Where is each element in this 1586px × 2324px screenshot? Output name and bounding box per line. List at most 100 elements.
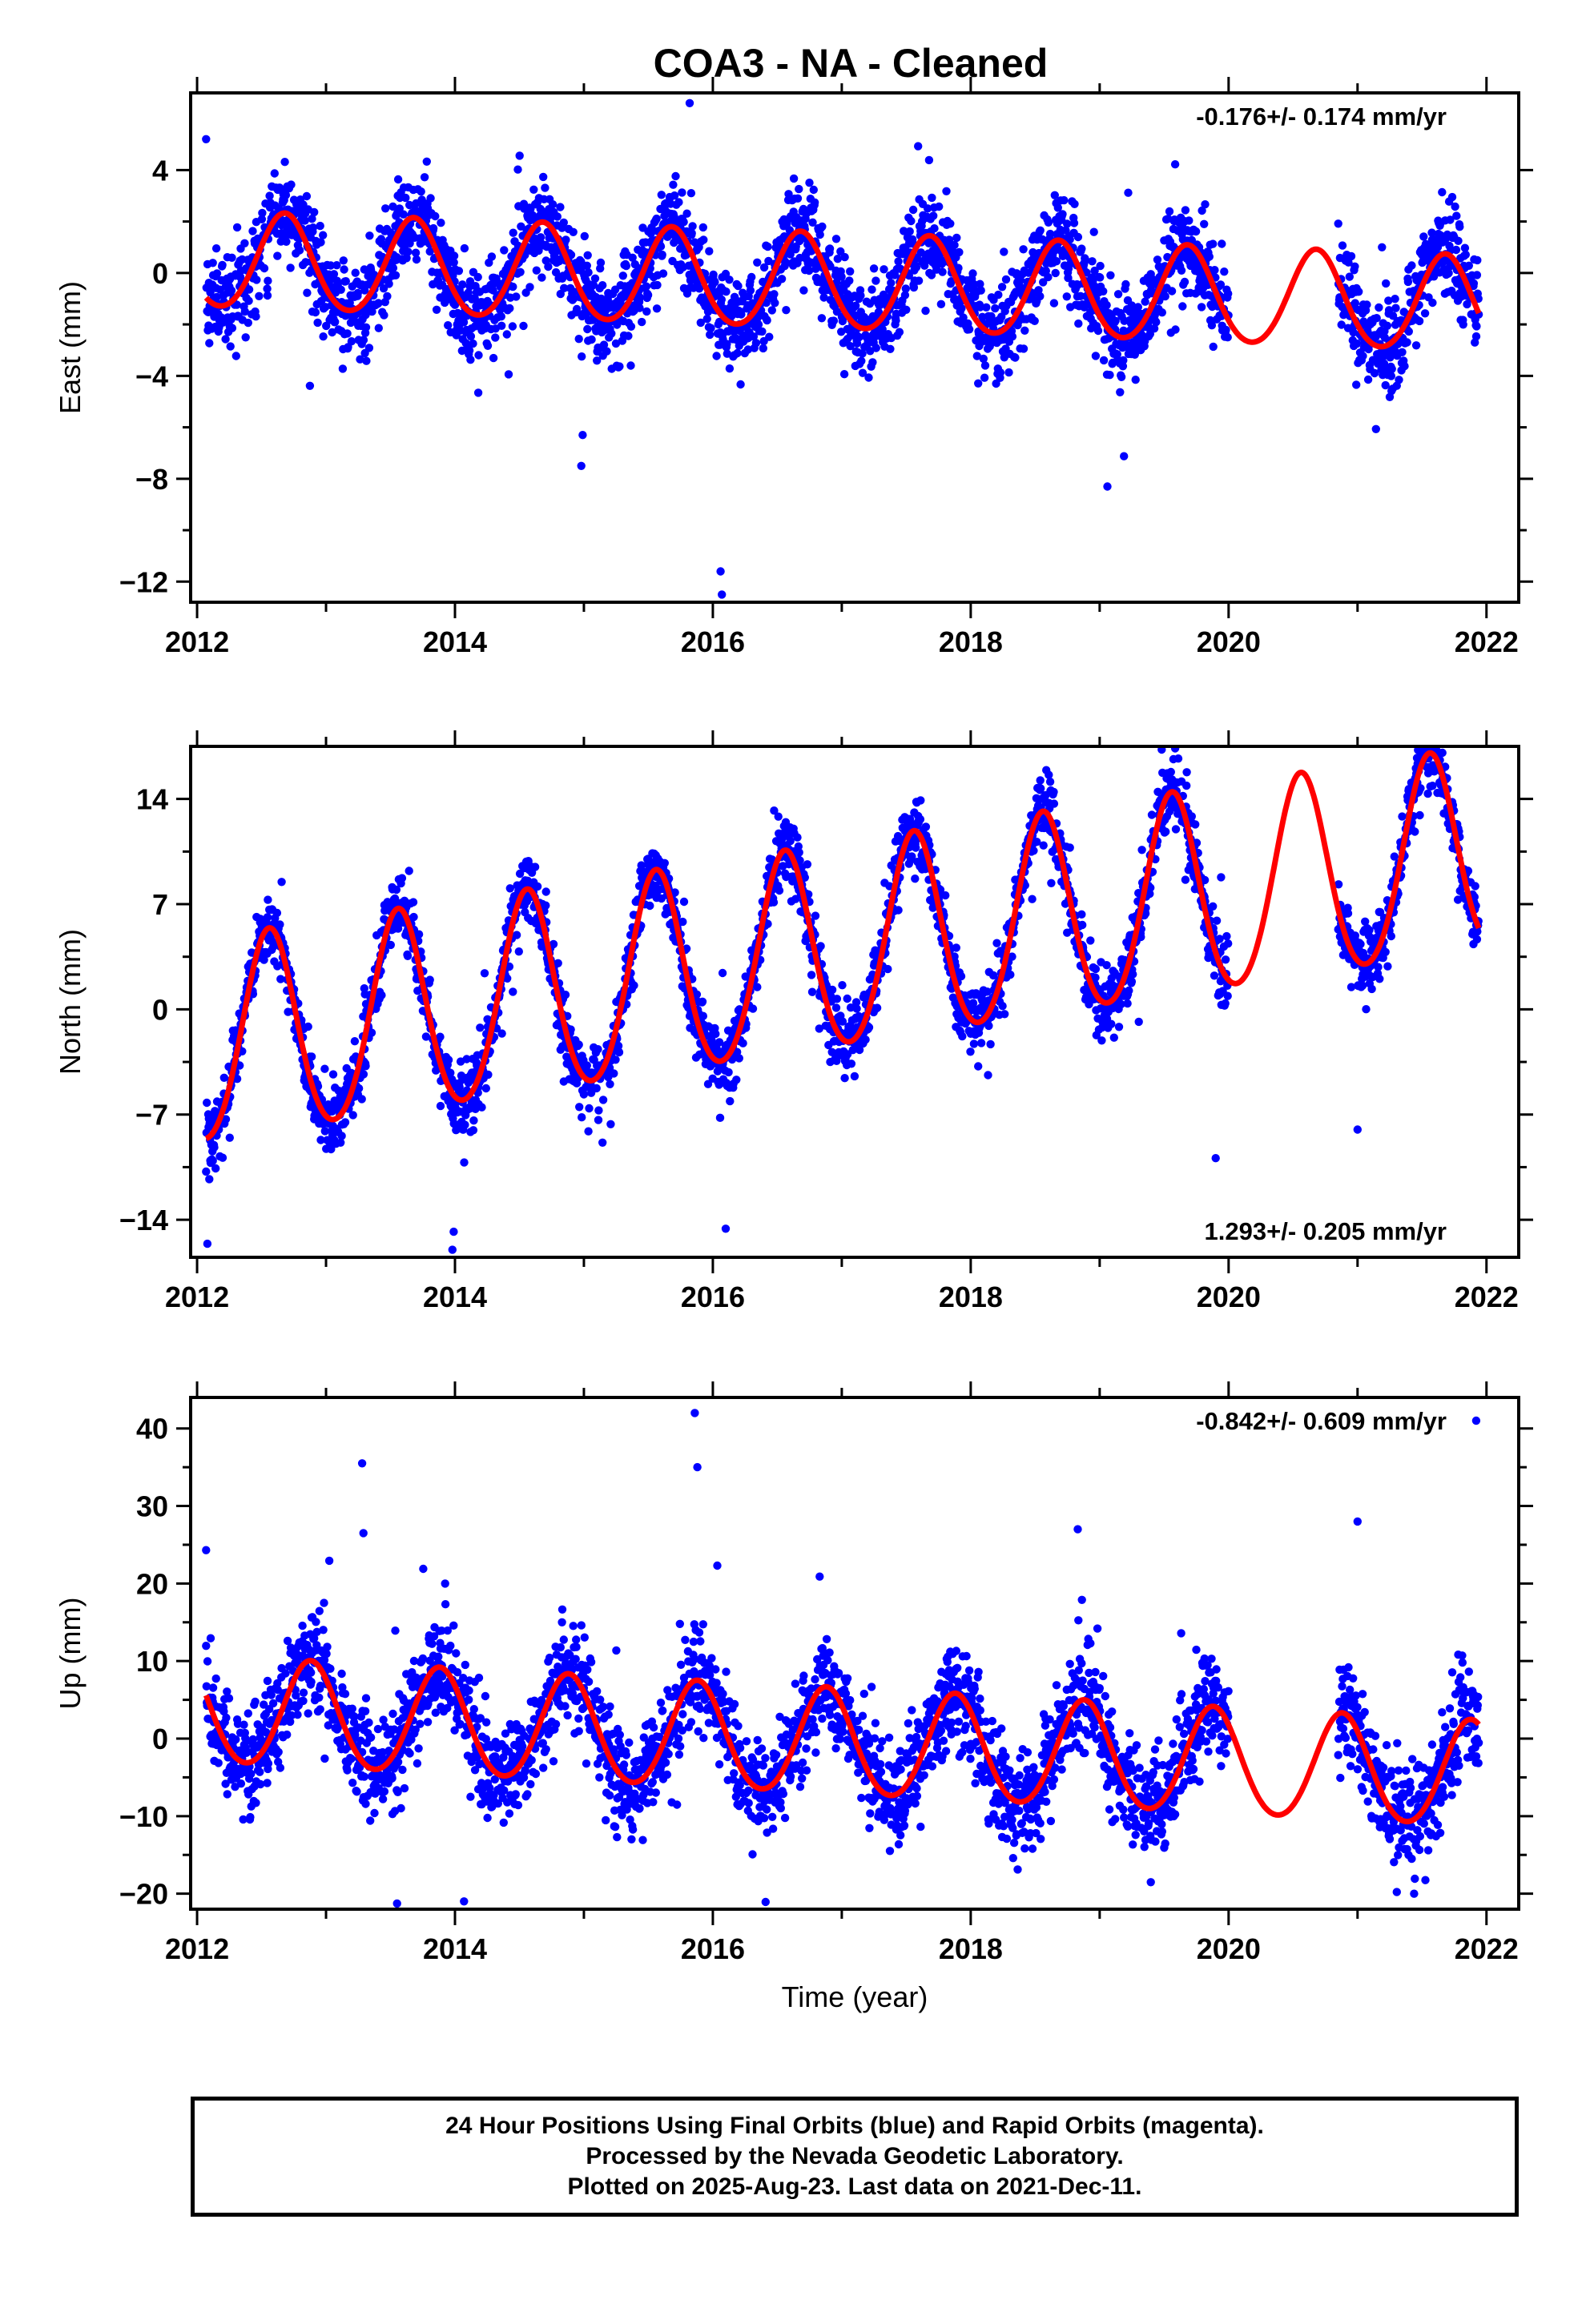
data-point xyxy=(1065,235,1074,244)
data-point xyxy=(954,263,963,272)
data-point xyxy=(599,340,609,349)
data-point xyxy=(956,971,966,981)
data-point xyxy=(1161,292,1169,301)
data-point xyxy=(589,280,598,289)
data-point xyxy=(1036,292,1045,301)
data-point xyxy=(1452,211,1461,220)
data-point xyxy=(709,270,718,279)
data-point xyxy=(986,1039,995,1049)
data-point xyxy=(1451,202,1459,211)
data-point xyxy=(747,272,756,282)
data-point xyxy=(739,1039,747,1047)
data-point xyxy=(1004,368,1013,377)
data-point xyxy=(952,233,961,243)
data-point xyxy=(606,1120,615,1129)
data-point xyxy=(976,1039,986,1047)
data-point xyxy=(425,975,434,984)
data-point xyxy=(1469,279,1479,288)
data-point xyxy=(816,942,825,951)
data-point xyxy=(1473,255,1482,265)
data-point xyxy=(769,898,779,907)
data-point xyxy=(502,330,511,339)
data-point xyxy=(232,1075,242,1084)
data-point xyxy=(1205,252,1214,261)
data-point xyxy=(871,344,881,352)
data-point xyxy=(1391,295,1399,304)
data-point xyxy=(867,285,876,294)
data-point xyxy=(319,332,328,341)
data-point xyxy=(529,215,538,224)
data-point xyxy=(602,347,611,356)
data-point xyxy=(578,352,586,361)
data-point xyxy=(459,318,469,327)
data-point-outlier xyxy=(578,431,587,440)
y-tick-label: −8 xyxy=(135,463,168,496)
data-point xyxy=(388,202,397,211)
data-point xyxy=(1130,350,1140,359)
data-point xyxy=(1051,268,1060,278)
data-point xyxy=(509,282,517,292)
data-point xyxy=(1191,227,1201,236)
data-point xyxy=(391,271,401,279)
data-point xyxy=(1218,239,1226,248)
data-point xyxy=(688,222,697,231)
data-point xyxy=(1119,356,1128,365)
data-point xyxy=(1060,195,1069,205)
data-point xyxy=(1351,299,1360,308)
data-point xyxy=(308,215,316,223)
data-point xyxy=(982,303,991,312)
data-point xyxy=(1201,200,1210,209)
data-point xyxy=(1113,290,1123,299)
data-point xyxy=(789,174,799,183)
data-point xyxy=(436,1032,445,1041)
data-point xyxy=(203,1098,211,1108)
data-point xyxy=(584,1127,593,1136)
data-point xyxy=(1197,303,1206,312)
data-point xyxy=(264,276,272,285)
east-data-points xyxy=(202,99,1483,599)
data-point xyxy=(348,1111,357,1120)
data-point xyxy=(1207,321,1217,330)
data-point xyxy=(1447,192,1457,202)
data-point xyxy=(252,312,260,321)
data-point xyxy=(941,891,950,900)
data-point xyxy=(725,364,735,373)
data-point xyxy=(429,223,438,233)
data-point xyxy=(553,212,562,221)
data-point xyxy=(831,1003,841,1012)
data-point xyxy=(845,276,854,285)
data-point xyxy=(1427,228,1436,237)
x-tick-label: 2020 xyxy=(1197,625,1261,658)
x-tick-label: 2012 xyxy=(165,625,229,658)
data-point xyxy=(469,339,477,348)
data-point xyxy=(803,860,812,869)
data-point xyxy=(1049,299,1059,308)
data-point xyxy=(525,283,534,292)
data-point xyxy=(670,238,678,247)
data-point xyxy=(1428,298,1437,308)
data-point xyxy=(1091,352,1101,360)
data-point xyxy=(476,1023,485,1032)
data-point xyxy=(205,1175,214,1184)
data-point-outlier xyxy=(718,590,727,599)
data-point xyxy=(753,258,762,267)
data-point xyxy=(221,335,230,344)
data-point xyxy=(248,227,257,235)
data-point xyxy=(846,342,855,351)
data-point xyxy=(1209,342,1218,352)
data-point xyxy=(556,203,565,211)
data-point xyxy=(1338,241,1347,250)
data-point xyxy=(900,291,910,300)
data-point xyxy=(942,187,951,195)
data-point xyxy=(1089,227,1098,236)
data-point xyxy=(365,231,374,240)
data-point xyxy=(386,940,395,950)
data-point xyxy=(276,920,284,929)
data-point xyxy=(359,1070,368,1079)
data-point xyxy=(270,169,279,178)
data-point xyxy=(1363,300,1371,309)
data-point xyxy=(892,316,900,325)
data-point xyxy=(912,263,921,271)
data-point xyxy=(807,971,816,979)
data-point xyxy=(1352,380,1361,389)
